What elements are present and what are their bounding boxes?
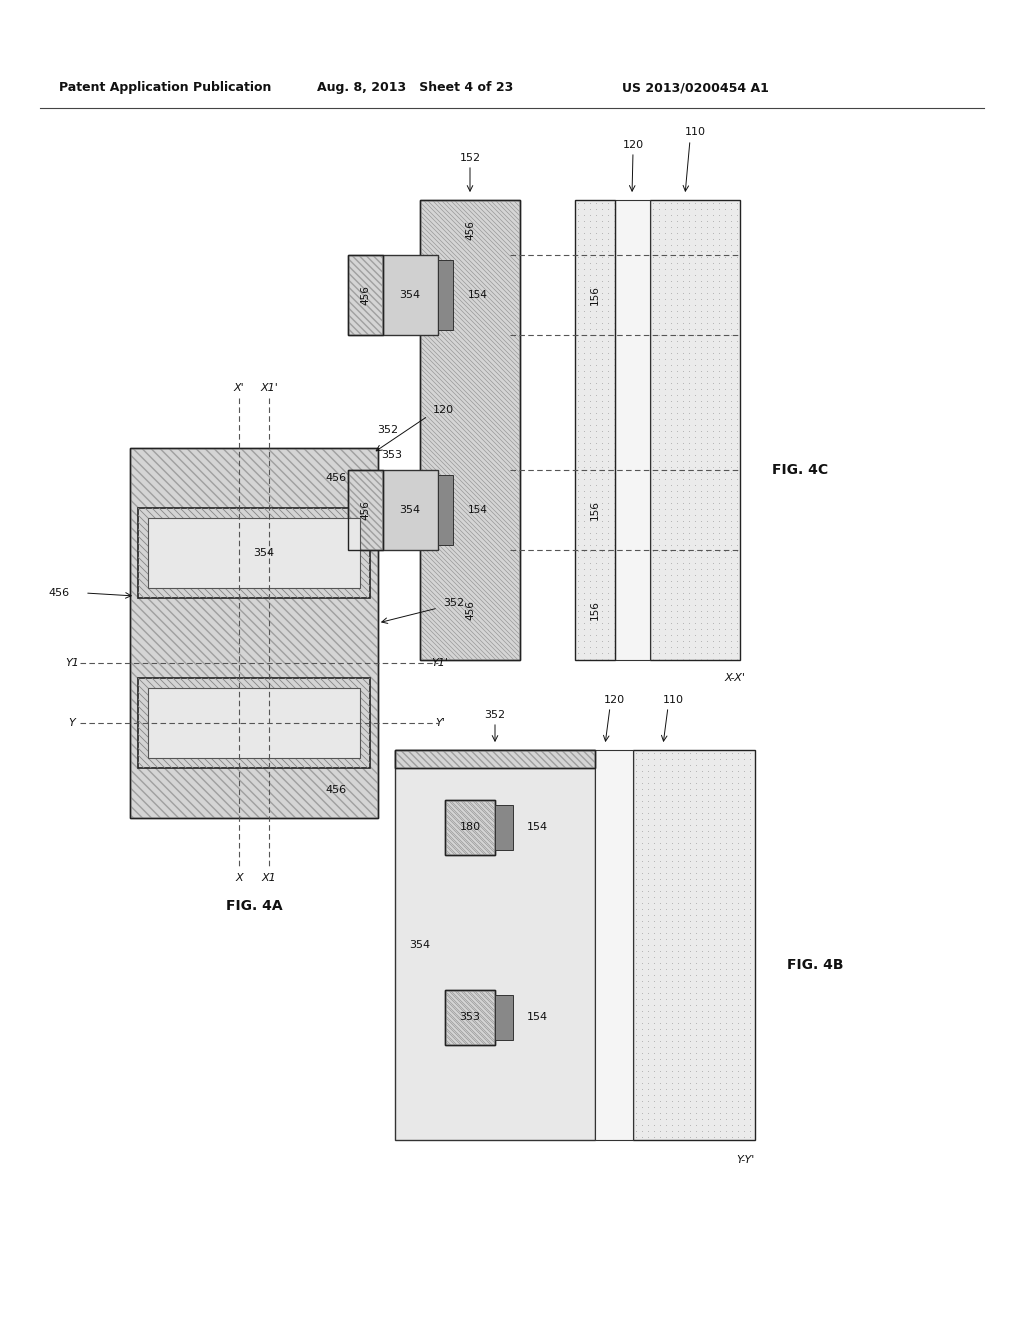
Text: 180: 180 [460, 822, 480, 832]
Text: 352: 352 [484, 710, 506, 719]
Text: 456: 456 [326, 785, 346, 795]
Text: 352: 352 [377, 425, 398, 436]
Bar [495, 995, 513, 1040]
Text: Y': Y' [435, 718, 444, 729]
Text: Y1': Y1' [431, 657, 449, 668]
Bar [595, 750, 633, 1140]
Bar [138, 678, 370, 768]
Bar [445, 990, 495, 1045]
Text: FIG. 4C: FIG. 4C [772, 463, 828, 477]
Text: 154: 154 [468, 506, 487, 515]
Text: X1': X1' [260, 383, 278, 393]
Bar [615, 201, 650, 660]
Bar [445, 800, 495, 855]
Bar [445, 990, 495, 1045]
Text: 154: 154 [527, 822, 548, 832]
Text: X1: X1 [261, 873, 276, 883]
Text: X': X' [233, 383, 245, 393]
Bar [130, 447, 378, 818]
Bar [138, 508, 370, 598]
Text: FIG. 4A: FIG. 4A [225, 899, 283, 913]
Text: 156: 156 [590, 601, 600, 620]
Bar [420, 201, 520, 660]
Bar [438, 260, 453, 330]
Text: 152: 152 [460, 153, 480, 162]
Text: Y: Y [69, 718, 76, 729]
Bar [348, 470, 383, 550]
Text: 120: 120 [623, 140, 643, 150]
Text: 154: 154 [468, 290, 487, 300]
Text: 354: 354 [399, 290, 421, 300]
Bar [348, 255, 383, 335]
Bar [650, 201, 740, 660]
Bar [138, 678, 370, 768]
Text: 120: 120 [603, 696, 625, 705]
Bar [575, 201, 615, 660]
Text: Y1: Y1 [66, 657, 79, 668]
Bar [130, 447, 378, 818]
Bar [348, 255, 383, 335]
Text: 354: 354 [399, 506, 421, 515]
Text: 353: 353 [381, 450, 402, 459]
Bar [395, 750, 595, 1140]
Bar [383, 470, 438, 550]
Text: 154: 154 [527, 1012, 548, 1022]
Bar [348, 470, 383, 550]
Text: 110: 110 [663, 696, 683, 705]
Text: 156: 156 [590, 285, 600, 305]
Text: X-X': X-X' [724, 673, 745, 682]
Bar [420, 201, 520, 660]
Text: 120: 120 [433, 405, 454, 414]
Text: 354: 354 [410, 940, 430, 950]
Text: 456: 456 [326, 473, 346, 483]
Bar [148, 688, 360, 758]
Text: Patent Application Publication: Patent Application Publication [58, 82, 271, 95]
Bar [633, 750, 755, 1140]
Text: 456: 456 [465, 220, 475, 240]
Bar [438, 475, 453, 545]
Text: FIG. 4B: FIG. 4B [786, 958, 843, 972]
Bar [395, 750, 595, 768]
Bar [148, 517, 360, 587]
Bar [348, 255, 383, 335]
Text: 352: 352 [443, 598, 464, 609]
Text: 110: 110 [684, 127, 706, 137]
Text: 456: 456 [465, 601, 475, 620]
Text: US 2013/0200454 A1: US 2013/0200454 A1 [622, 82, 768, 95]
Text: Aug. 8, 2013   Sheet 4 of 23: Aug. 8, 2013 Sheet 4 of 23 [316, 82, 513, 95]
Bar [420, 201, 520, 660]
Text: 456: 456 [360, 500, 370, 520]
Text: X: X [236, 873, 243, 883]
Bar [445, 800, 495, 855]
Bar [383, 255, 438, 335]
Bar [348, 470, 383, 550]
Text: Y-Y': Y-Y' [736, 1155, 755, 1166]
Text: 456: 456 [360, 285, 370, 305]
Bar [138, 508, 370, 598]
Bar [395, 750, 595, 768]
Bar [445, 800, 495, 855]
Text: 353: 353 [460, 1012, 480, 1022]
Bar [495, 805, 513, 850]
Bar [130, 447, 378, 818]
Text: 354: 354 [253, 548, 274, 558]
Bar [445, 990, 495, 1045]
Text: 456: 456 [49, 587, 70, 598]
Bar [395, 750, 595, 768]
Text: 156: 156 [590, 500, 600, 520]
